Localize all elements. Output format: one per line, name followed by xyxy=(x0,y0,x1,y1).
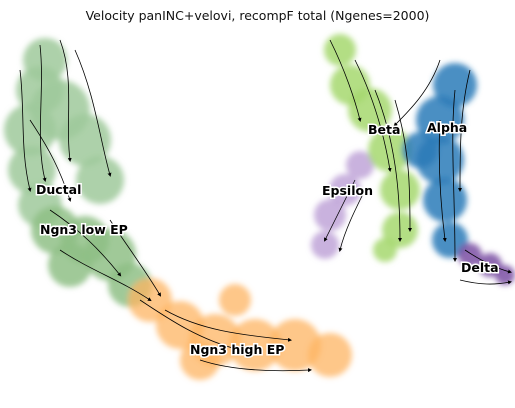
velocity-streamline xyxy=(19,69,32,192)
velocity-streamline xyxy=(393,59,441,127)
cluster-label-beta: Beta xyxy=(368,122,400,137)
point-cloud xyxy=(229,319,281,371)
cluster-points-ductal xyxy=(4,38,124,227)
velocity-streamline xyxy=(39,44,47,182)
point-cloud xyxy=(373,238,397,262)
point-cloud xyxy=(311,231,339,259)
velocity-streamline xyxy=(354,59,392,172)
point-cloud xyxy=(219,284,251,316)
velocity-streamline xyxy=(394,99,412,232)
velocity-streamline xyxy=(458,69,471,192)
cluster-label-ngn3-low-ep: Ngn3 low EP xyxy=(40,222,128,237)
cluster-label-alpha: Alpha xyxy=(427,120,467,135)
point-cloud xyxy=(269,319,321,371)
point-cloud xyxy=(402,132,438,168)
velocity-streamline xyxy=(452,89,457,262)
velocity-streamline xyxy=(49,209,122,277)
cluster-points-alpha xyxy=(402,63,477,258)
velocity-streamline xyxy=(438,119,447,242)
point-cloud xyxy=(368,128,412,172)
point-cloud xyxy=(458,243,482,267)
cluster-label-ductal: Ductal xyxy=(36,182,81,197)
point-cloud xyxy=(324,34,356,66)
point-cloud xyxy=(308,333,352,377)
velocity-streamline xyxy=(59,249,152,302)
point-cloud xyxy=(8,146,56,194)
chart-title: Velocity panINC+velovi, recompF total (N… xyxy=(85,8,430,23)
cluster-label-ngn3-high-ep: Ngn3 high EP xyxy=(190,342,284,357)
point-cloud xyxy=(380,170,420,210)
point-cloud xyxy=(76,156,124,204)
point-cloud xyxy=(432,222,468,258)
point-cloud xyxy=(433,63,477,107)
velocity-streamline xyxy=(74,49,112,177)
velocity-streamline xyxy=(329,39,362,122)
point-cloud xyxy=(59,114,111,166)
cluster-label-epsilon: Epsilon xyxy=(322,183,373,198)
velocity-streamline xyxy=(199,359,312,373)
point-cloud xyxy=(314,199,346,231)
cluster-points-ngn3-high-ep xyxy=(128,278,352,380)
cluster-label-delta: Delta xyxy=(461,260,499,275)
velocity-streamline xyxy=(464,249,512,274)
velocity-streamline xyxy=(338,189,366,252)
point-cloud xyxy=(346,151,374,179)
velocity-streamline xyxy=(374,89,402,242)
point-cloud xyxy=(329,174,361,206)
point-cloud xyxy=(423,178,467,222)
velocity-streamline xyxy=(109,219,162,297)
cluster-points-ngn3-low-ep xyxy=(31,206,152,307)
velocity-streamline xyxy=(139,299,242,352)
cluster-points-epsilon xyxy=(311,151,374,259)
velocity-streamline xyxy=(164,309,292,342)
point-cloud xyxy=(48,243,92,287)
velocity-streamline xyxy=(59,39,72,162)
velocity-streamline xyxy=(29,119,72,202)
velocity-streamline xyxy=(459,279,512,285)
velocity-streamline xyxy=(324,179,356,242)
